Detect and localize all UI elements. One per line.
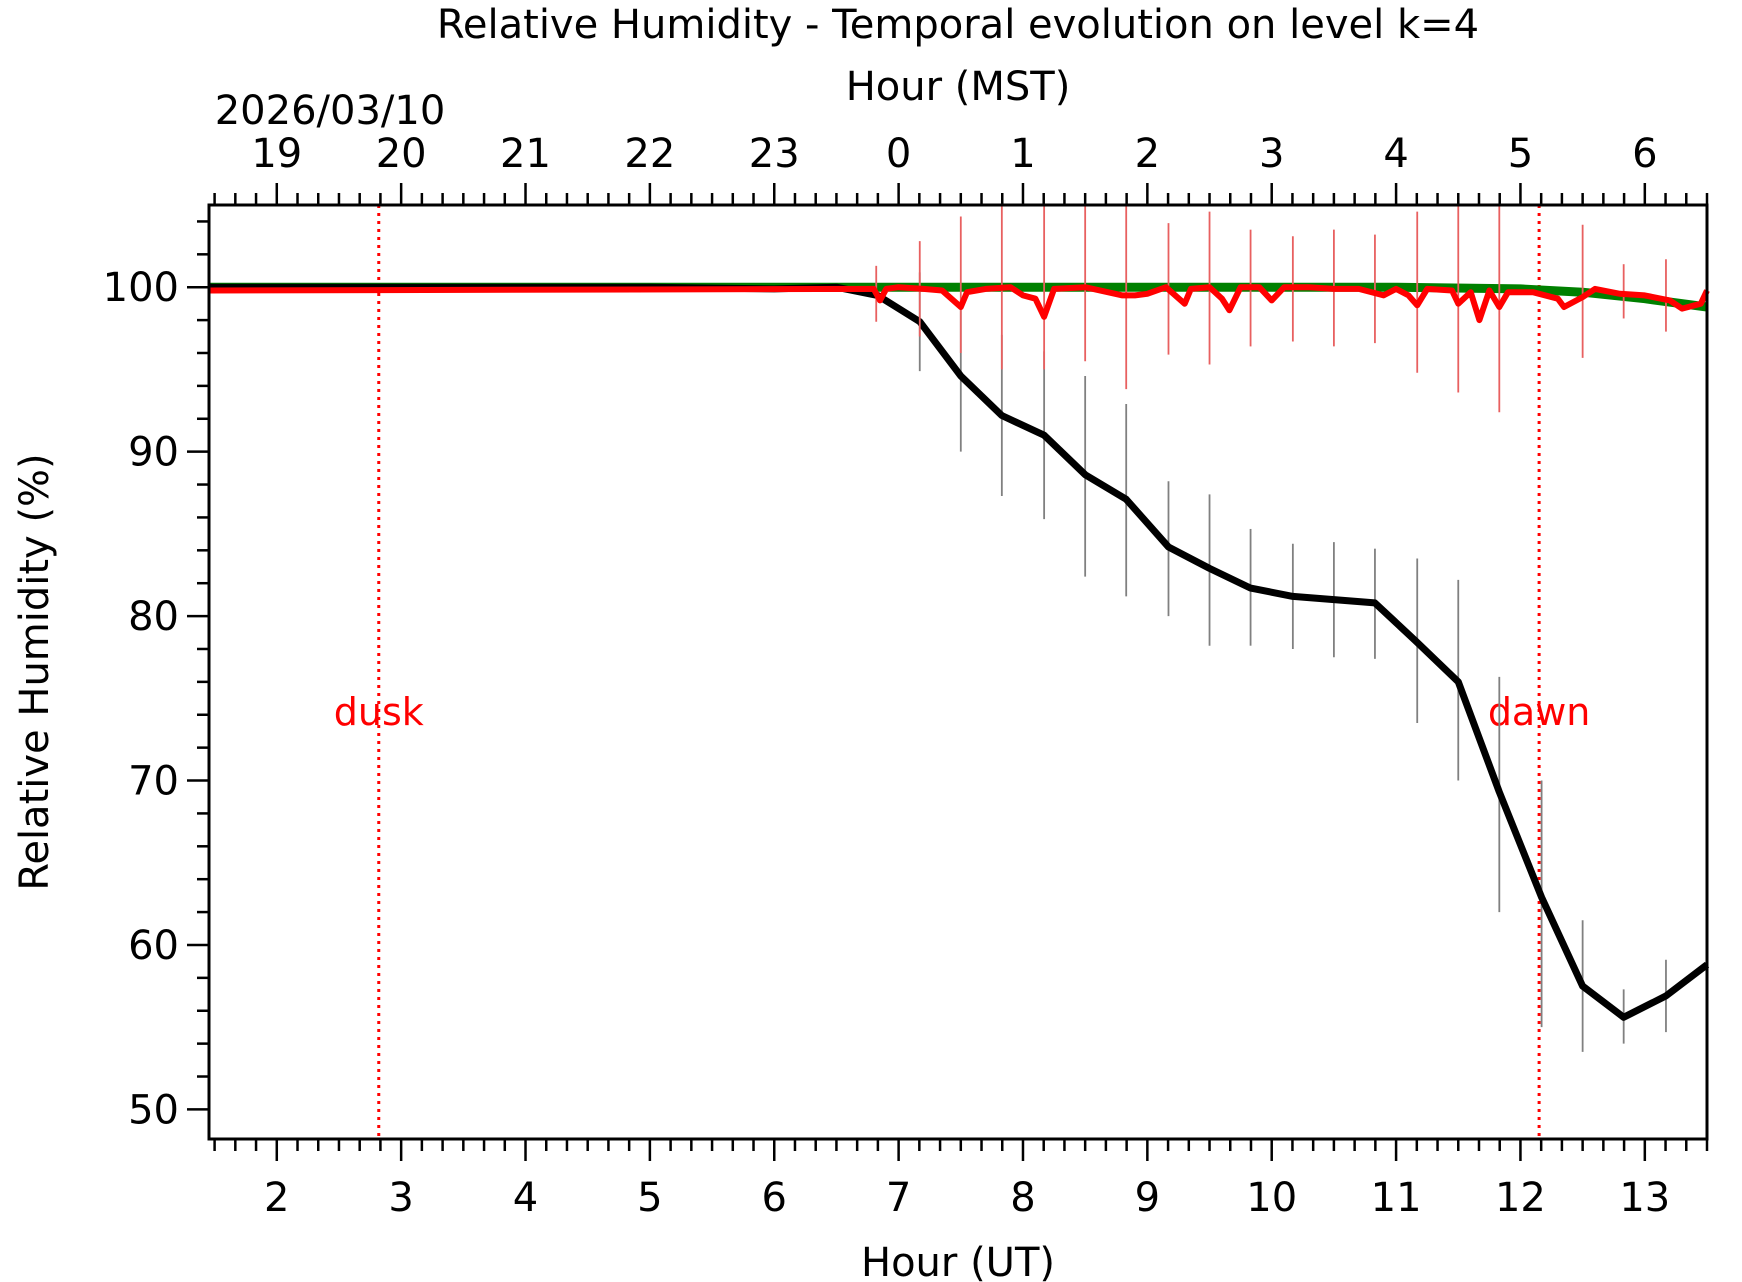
x-tick-label: 2 bbox=[264, 1175, 289, 1221]
y-axis-label: Relative Humidity (%) bbox=[12, 453, 58, 890]
y-tick-label: 60 bbox=[128, 923, 179, 969]
x2-tick-label: 4 bbox=[1383, 131, 1408, 177]
x-tick-label: 10 bbox=[1246, 1175, 1297, 1221]
date-label: 2026/03/10 bbox=[215, 88, 446, 134]
x2-tick-label: 0 bbox=[886, 131, 911, 177]
x-tick-label: 11 bbox=[1371, 1175, 1422, 1221]
x2-tick-label: 19 bbox=[251, 131, 302, 177]
x-tick-label: 9 bbox=[1135, 1175, 1160, 1221]
x-tick-label: 3 bbox=[388, 1175, 413, 1221]
x-tick-label: 4 bbox=[513, 1175, 538, 1221]
chart-title: Relative Humidity - Temporal evolution o… bbox=[437, 2, 1479, 48]
x2-tick-label: 20 bbox=[376, 131, 427, 177]
x-tick-label: 13 bbox=[1619, 1175, 1670, 1221]
x2-tick-label: 5 bbox=[1508, 131, 1533, 177]
observed-series-line bbox=[209, 283, 1710, 1021]
x-tick-label: 6 bbox=[762, 1175, 787, 1221]
x2-tick-label: 1 bbox=[1010, 131, 1035, 177]
x-tick-label: 12 bbox=[1495, 1175, 1546, 1221]
x2-tick-label: 2 bbox=[1135, 131, 1160, 177]
plot-frame bbox=[207, 203, 1709, 1141]
x-tick-label: 8 bbox=[1010, 1175, 1035, 1221]
x-axis-label: Hour (UT) bbox=[861, 1240, 1055, 1282]
top-axis-label: Hour (MST) bbox=[846, 64, 1071, 110]
y-tick-label: 100 bbox=[103, 265, 179, 311]
model-series-line bbox=[208, 284, 1710, 324]
y-tick-label: 90 bbox=[128, 430, 179, 476]
x2-tick-label: 23 bbox=[749, 131, 800, 177]
x-tick-label: 7 bbox=[886, 1175, 911, 1221]
dawn-label: dawn bbox=[1488, 690, 1591, 734]
x2-tick-label: 3 bbox=[1259, 131, 1284, 177]
x2-tick-label: 21 bbox=[500, 131, 551, 177]
y-tick-label: 70 bbox=[128, 759, 179, 805]
x-tick-label: 5 bbox=[637, 1175, 662, 1221]
dusk-label: dusk bbox=[334, 690, 424, 734]
x2-tick-label: 6 bbox=[1632, 131, 1657, 177]
y-tick-label: 80 bbox=[128, 594, 179, 640]
y-tick-label: 50 bbox=[128, 1087, 179, 1133]
x2-tick-label: 22 bbox=[624, 131, 675, 177]
